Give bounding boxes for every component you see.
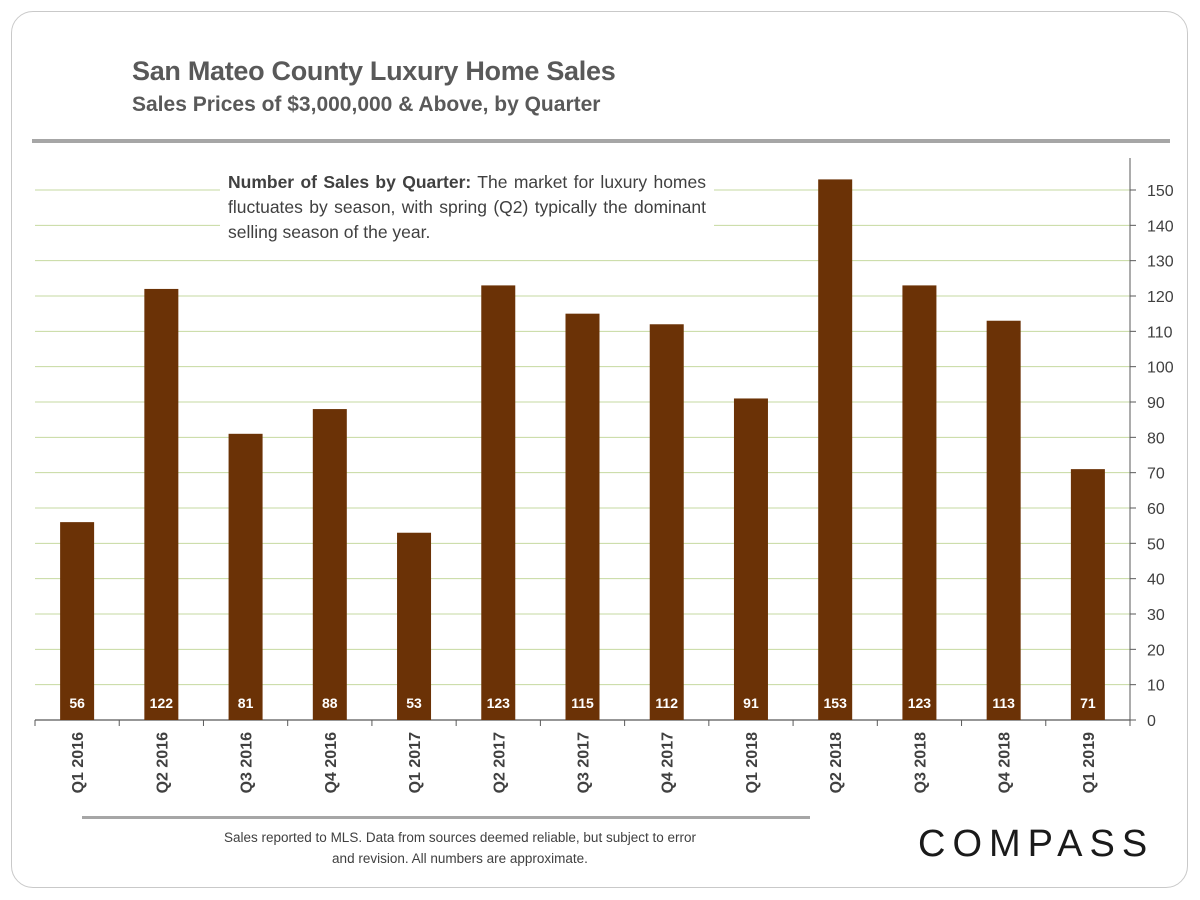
footer-divider — [82, 816, 810, 819]
chart-title: San Mateo County Luxury Home Sales — [132, 56, 616, 86]
x-tick-label: Q4 2017 — [660, 732, 677, 793]
y-tick-label: 120 — [1147, 289, 1174, 306]
y-tick-label: 80 — [1147, 430, 1165, 447]
bar — [565, 313, 600, 720]
bar — [228, 433, 263, 720]
footnote-line-2: and revision. All numbers are approximat… — [332, 851, 588, 866]
data-label: 88 — [322, 695, 338, 711]
chart-subtitle: Sales Prices of $3,000,000 & Above, by Q… — [132, 93, 601, 116]
x-tick-label: Q2 2017 — [491, 732, 508, 793]
annotation-heading: Number of Sales by Quarter: — [228, 172, 472, 192]
data-label: 91 — [743, 695, 759, 711]
data-label: 123 — [487, 695, 511, 711]
data-label: 113 — [992, 695, 1015, 711]
y-tick-label: 110 — [1147, 324, 1173, 341]
footnote: Sales reported to MLS. Data from sources… — [150, 827, 770, 869]
x-tick-label: Q1 2018 — [744, 732, 761, 793]
y-tick-label: 0 — [1147, 713, 1156, 730]
annotation-text: The market for luxury homes fluctuates b… — [228, 172, 706, 242]
bar — [902, 285, 937, 720]
y-tick-label: 130 — [1147, 254, 1174, 271]
bar — [481, 285, 516, 720]
x-tick-label: Q2 2016 — [154, 732, 171, 793]
x-tick-label: Q1 2017 — [407, 732, 424, 793]
y-tick-label: 70 — [1147, 466, 1165, 483]
chart-annotation: Number of Sales by Quarter: The market f… — [220, 166, 714, 251]
data-label: 122 — [150, 695, 174, 711]
data-label: 115 — [571, 695, 594, 711]
data-label: 71 — [1080, 695, 1096, 711]
y-tick-label: 90 — [1147, 395, 1165, 412]
bar — [986, 320, 1021, 720]
y-tick-label: 100 — [1147, 360, 1174, 377]
y-tick-label: 40 — [1147, 572, 1165, 589]
y-tick-label: 50 — [1147, 536, 1165, 553]
y-tick-label: 30 — [1147, 607, 1165, 624]
x-tick-label: Q1 2019 — [1081, 732, 1098, 793]
y-tick-label: 20 — [1147, 642, 1165, 659]
compass-logo: COMPASS — [918, 823, 1155, 865]
data-label: 53 — [406, 695, 422, 711]
bar — [144, 288, 179, 720]
bar — [60, 522, 95, 720]
bar — [312, 409, 347, 720]
y-tick-label: 10 — [1147, 678, 1165, 695]
footnote-line-1: Sales reported to MLS. Data from sources… — [224, 830, 696, 845]
bar — [818, 179, 853, 720]
y-tick-label: 60 — [1147, 501, 1165, 518]
data-label: 112 — [655, 695, 678, 711]
x-tick-label: Q3 2018 — [912, 732, 929, 793]
bar — [733, 398, 768, 720]
y-tick-label: 150 — [1147, 183, 1174, 200]
data-label: 153 — [824, 695, 848, 711]
data-label: 56 — [69, 695, 85, 711]
bar — [649, 324, 684, 720]
x-tick-label: Q3 2017 — [576, 732, 593, 793]
x-tick-label: Q1 2016 — [70, 732, 87, 793]
x-tick-label: Q3 2016 — [239, 732, 256, 793]
y-tick-label: 140 — [1147, 218, 1174, 235]
x-tick-label: Q4 2018 — [997, 732, 1014, 793]
x-tick-label: Q4 2016 — [323, 732, 340, 793]
bar — [1070, 469, 1105, 720]
data-label: 81 — [238, 695, 254, 711]
bar — [397, 532, 432, 720]
x-tick-label: Q2 2018 — [828, 732, 845, 793]
title-divider — [32, 139, 1170, 143]
data-label: 123 — [908, 695, 932, 711]
